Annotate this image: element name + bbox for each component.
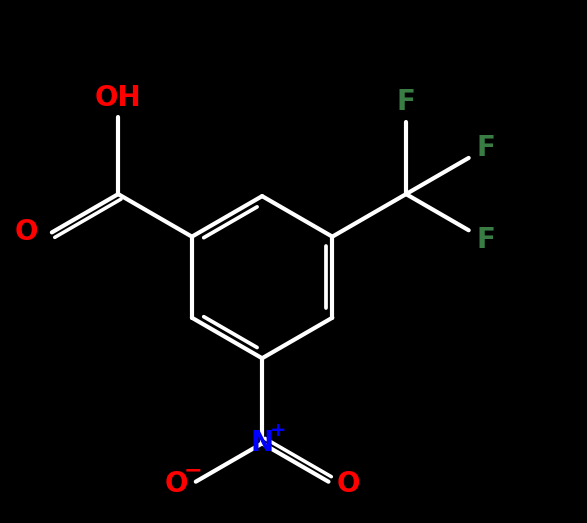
Text: O: O (15, 219, 39, 246)
Text: O: O (336, 470, 360, 498)
Text: +: + (270, 421, 286, 440)
Text: OH: OH (95, 84, 141, 111)
Text: −: − (184, 460, 203, 480)
Text: F: F (477, 134, 495, 162)
Text: F: F (477, 226, 495, 254)
Text: O: O (164, 470, 188, 498)
Text: N: N (251, 429, 274, 458)
Text: F: F (397, 88, 416, 116)
